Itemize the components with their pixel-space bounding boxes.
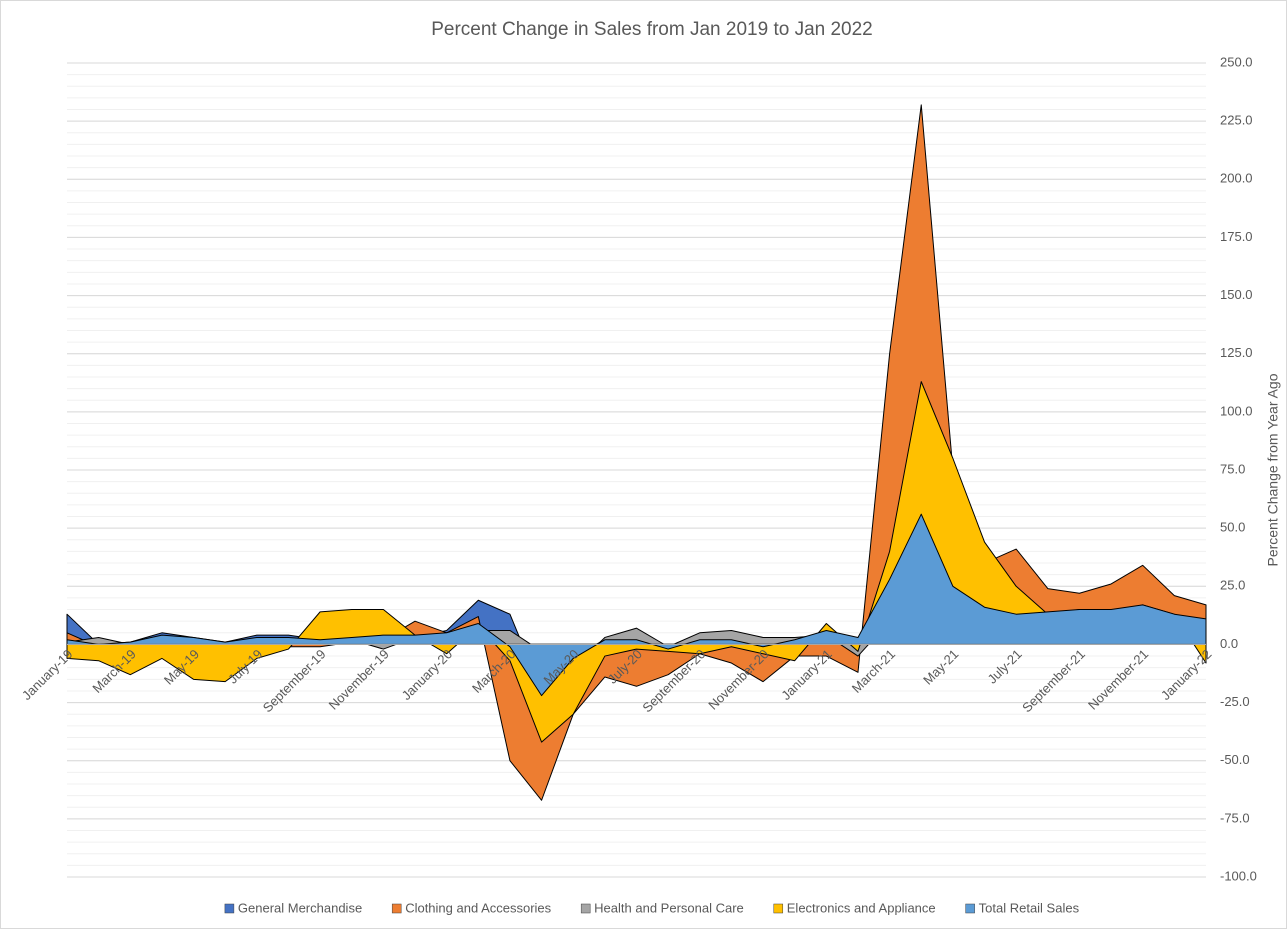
y-tick-label: 75.0: [1220, 461, 1245, 476]
y-tick-label: 250.0: [1220, 54, 1253, 69]
y-tick-label: -100.0: [1220, 868, 1257, 883]
y-tick-label: -50.0: [1220, 752, 1250, 767]
y-tick-label: 225.0: [1220, 113, 1253, 128]
y-tick-label: 50.0: [1220, 520, 1245, 535]
y-tick-label: 175.0: [1220, 229, 1253, 244]
y-tick-label: 125.0: [1220, 345, 1253, 360]
legend-swatch: [965, 903, 975, 914]
legend-swatch: [224, 903, 235, 914]
legend-swatch: [580, 903, 591, 914]
y-tick-label: -75.0: [1220, 810, 1250, 825]
legend-label: Electronics and Appliance: [787, 900, 936, 915]
legend-label: Clothing and Accessories: [405, 900, 551, 915]
y-tick-label: 150.0: [1220, 287, 1253, 302]
legend-label: General Merchandise: [238, 900, 362, 915]
legend-swatch: [773, 903, 784, 914]
y-tick-label: 100.0: [1220, 403, 1253, 418]
y-tick-label: -25.0: [1220, 694, 1250, 709]
y-axis-label: Percent Change from Year Ago: [1265, 373, 1281, 566]
y-tick-label: 200.0: [1220, 171, 1253, 186]
legend-swatch: [391, 903, 402, 914]
chart-title: Percent Change in Sales from Jan 2019 to…: [431, 19, 873, 40]
y-tick-label: 25.0: [1220, 578, 1245, 593]
legend-label: Health and Personal Care: [594, 900, 744, 915]
y-tick-label: 0.0: [1220, 636, 1238, 651]
legend-label: Total Retail Sales: [979, 900, 1080, 915]
